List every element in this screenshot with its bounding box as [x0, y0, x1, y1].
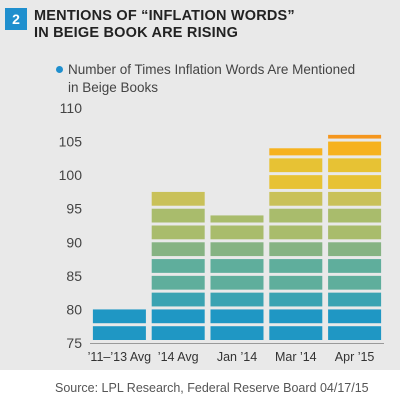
- bar-segment: [269, 326, 323, 340]
- bar: [328, 134, 382, 340]
- bar-segment: [210, 326, 264, 340]
- legend-line-1: Number of Times Inflation Words Are Ment…: [68, 62, 356, 77]
- bar-segment: [269, 148, 323, 156]
- bar-segment: [92, 309, 146, 324]
- bar-segment: [210, 215, 264, 223]
- legend: Number of Times Inflation Words Are Ment…: [56, 61, 388, 97]
- bar-segment: [269, 242, 323, 257]
- y-tick-label: 85: [66, 268, 82, 284]
- legend-marker: [56, 66, 63, 73]
- bar-segment: [328, 141, 382, 156]
- bar-segment: [151, 326, 205, 340]
- chart-title: MENTIONS OF “INFLATION WORDS” IN BEIGE B…: [34, 8, 374, 42]
- bar-segment: [328, 292, 382, 307]
- title-line-1: MENTIONS OF “INFLATION WORDS”: [34, 8, 295, 24]
- bar-segment: [269, 191, 323, 206]
- x-tick-label: ’11–’13 Avg: [88, 350, 152, 364]
- bar-segment: [328, 259, 382, 273]
- bar-segment: [151, 242, 205, 257]
- bar-segment: [269, 175, 323, 189]
- bar-segment: [210, 225, 264, 240]
- bar-segment: [151, 225, 205, 240]
- bar: [92, 309, 146, 340]
- y-tick-label: 80: [66, 301, 82, 317]
- bar-segment: [328, 208, 382, 223]
- y-tick-label: 110: [60, 100, 83, 116]
- bar-segment: [328, 275, 382, 290]
- chart-panel: 2 MENTIONS OF “INFLATION WORDS” IN BEIGE…: [0, 0, 400, 370]
- bar-segment: [269, 259, 323, 273]
- title-line-2: IN BEIGE BOOK ARE RISING: [34, 25, 239, 41]
- y-tick-label: 95: [66, 201, 82, 217]
- source-note: Source: LPL Research, Federal Reserve Bo…: [55, 381, 369, 395]
- bar-segment: [269, 275, 323, 290]
- bar-segment: [151, 292, 205, 307]
- bar-segment: [328, 191, 382, 206]
- bar-segment: [151, 259, 205, 273]
- bar: [210, 215, 264, 340]
- bar-segment: [151, 275, 205, 290]
- bar-segment: [328, 326, 382, 340]
- bar-segment: [151, 309, 205, 324]
- bar-segment: [210, 242, 264, 257]
- bar-segment: [269, 208, 323, 223]
- bar-segment: [210, 275, 264, 290]
- figure-number-badge: 2: [5, 8, 27, 30]
- bar-segment: [92, 326, 146, 340]
- bar-segment: [151, 208, 205, 223]
- bar-segment: [210, 309, 264, 324]
- bar-segment: [328, 134, 382, 139]
- y-tick-label: 100: [59, 167, 83, 183]
- bar-segment: [210, 259, 264, 273]
- x-tick-label: ’14 Avg: [158, 350, 199, 364]
- bar: [269, 148, 323, 340]
- y-tick-label: 90: [66, 234, 82, 250]
- bar-segment: [269, 158, 323, 173]
- bar-segment: [328, 225, 382, 240]
- x-tick-label: Jan ’14: [217, 350, 257, 364]
- bar-segment: [328, 242, 382, 257]
- x-tick-label: Mar ’14: [275, 350, 317, 364]
- bar-segment: [269, 309, 323, 324]
- bar-chart: 75 80 85 90 95 100 105 110 ’11–’13 Avg ’14 Avg Jan…: [59, 100, 384, 364]
- bar-segment: [328, 309, 382, 324]
- legend-line-2: in Beige Books: [68, 80, 159, 95]
- bar-segment: [328, 158, 382, 173]
- bar: [151, 191, 205, 340]
- x-tick-label: Apr ’15: [335, 350, 375, 364]
- bar-segment: [269, 292, 323, 307]
- bar-segment: [269, 225, 323, 240]
- y-tick-label: 105: [59, 134, 83, 150]
- y-tick-label: 75: [66, 335, 82, 351]
- bar-segment: [328, 175, 382, 189]
- bar-segment: [210, 292, 264, 307]
- bar-segment: [151, 191, 205, 206]
